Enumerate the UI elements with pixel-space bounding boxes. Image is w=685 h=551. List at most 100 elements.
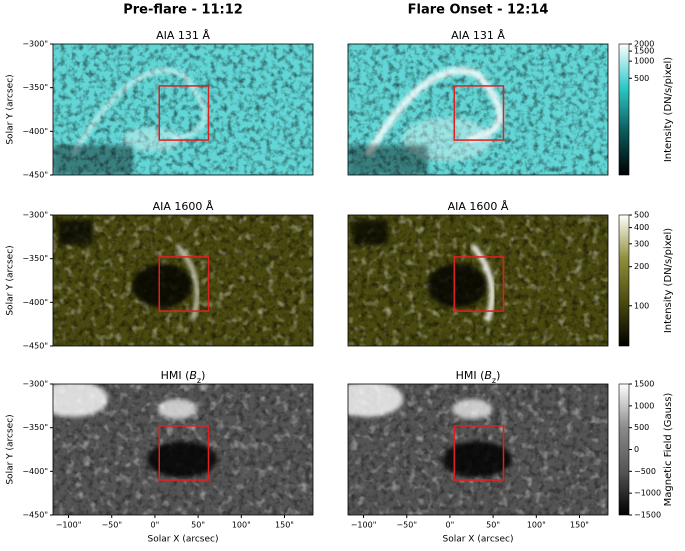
x-tick-label: −100" [56,521,82,530]
x-tick-label: −50" [101,521,122,530]
colorbar-label: Intensity (DN/s/pixel) [663,57,674,162]
title-part: z [197,376,201,385]
x-axis-label: Solar X (arcsec) [148,535,219,545]
y-axis-label: Solar Y (arcsec) [6,245,16,315]
panel-title: AIA 1600 Å [448,200,509,213]
positive-region [157,399,198,419]
image-panel [53,44,313,175]
panel-title: HMI (Bz) [456,369,501,385]
y-tick-label: −450" [22,171,48,180]
colorbar-tick-label: −1500 [634,511,661,520]
colorbar-tick-label: −500 [634,467,656,476]
y-tick-label: −350" [22,423,48,432]
title-part: ) [496,369,500,382]
colorbar-label: Intensity (DN/s/pixel) [663,228,674,333]
colorbar-tick-label: 500 [634,211,649,220]
column-title: Flare Onset - 12:14 [408,3,549,18]
y-tick-label: −350" [22,83,48,92]
sunspot [442,441,513,478]
x-tick-label: 50" [486,521,500,530]
axes-frame [347,383,609,516]
positive-region [452,399,493,419]
panel-title: AIA 1600 Å [153,200,214,213]
x-tick-label: 100" [232,521,251,530]
colorbar-tick-label: −1000 [634,489,661,498]
colorbar-tick-label: 100 [634,301,649,310]
panel-title: AIA 131 Å [156,29,210,42]
positive-region [53,384,108,417]
colorbar [618,43,630,176]
x-tick-label: −100" [351,521,377,530]
colorbar-tick-label: 1000 [634,401,654,410]
colorbar-tick-label: 300 [634,239,649,248]
y-tick-label: −300" [22,380,48,389]
panel-title: HMI (Bz) [161,369,206,385]
region-box [453,256,505,312]
image-panel [348,44,608,175]
x-tick-label: 150" [570,521,589,530]
image-panel [53,215,313,346]
title-part: B [484,369,492,382]
region-box [453,425,505,481]
y-tick-label: −300" [22,40,48,49]
x-tick-label: 100" [527,521,546,530]
image-panel [53,384,313,515]
title-part: z [492,376,496,385]
y-axis-label: Solar Y (arcsec) [6,74,16,144]
title-part: B [189,369,197,382]
loop [71,69,207,156]
region-box [158,85,210,141]
title-part: HMI ( [161,369,190,382]
axes-frame [347,43,609,176]
positive-region [348,384,403,417]
sunspot [147,441,218,478]
region-box [158,256,210,312]
bright-region [122,127,183,152]
colorbar [618,214,630,347]
colorbar [618,383,630,516]
x-axis-label: Solar X (arcsec) [443,535,514,545]
colorbar-tick-label: 1500 [634,380,654,389]
ribbon [470,243,495,322]
y-axis-label: Solar Y (arcsec) [6,414,16,484]
axes-frame [347,214,609,347]
y-tick-label: −450" [22,511,48,520]
y-tick-label: −300" [22,211,48,220]
x-tick-label: 50" [191,521,205,530]
title-part: ) [201,369,205,382]
dark-region [427,263,488,308]
y-tick-label: −350" [22,254,48,263]
x-tick-label: −50" [396,521,417,530]
x-tick-label: 0" [151,521,160,530]
axes-frame [52,214,314,347]
dark-patch [58,220,93,245]
colorbar-tick-label: 200 [634,262,649,271]
axes-frame [52,383,314,516]
panel-title: AIA 131 Å [451,29,505,42]
dark-corner [53,145,133,175]
colorbar-tick-label: 500 [634,423,649,432]
y-tick-label: −400" [22,298,48,307]
column-title: Pre-flare - 11:12 [123,3,243,18]
colorbar-tick-label: 1000 [634,57,654,66]
title-part: HMI ( [456,369,485,382]
image-panel [348,384,608,515]
colorbar-tick-label: 0 [634,445,639,454]
colorbar-tick-label: 400 [634,223,649,232]
axes-frame [52,43,314,176]
x-tick-label: 0" [446,521,455,530]
colorbar-tick-label: 500 [634,74,649,83]
region-box [453,85,505,141]
y-tick-label: −400" [22,127,48,136]
image-panel [348,215,608,346]
dark-corner [348,145,428,175]
colorbar-label: Magnetic Field (Gauss) [663,393,674,507]
y-tick-label: −400" [22,467,48,476]
y-tick-label: −450" [22,342,48,351]
ribbon [176,244,199,322]
dark-region [132,263,193,308]
loop [364,67,504,157]
colorbar-tick-label: 2000 [634,40,654,49]
dark-patch [353,220,388,245]
region-box [158,425,210,481]
